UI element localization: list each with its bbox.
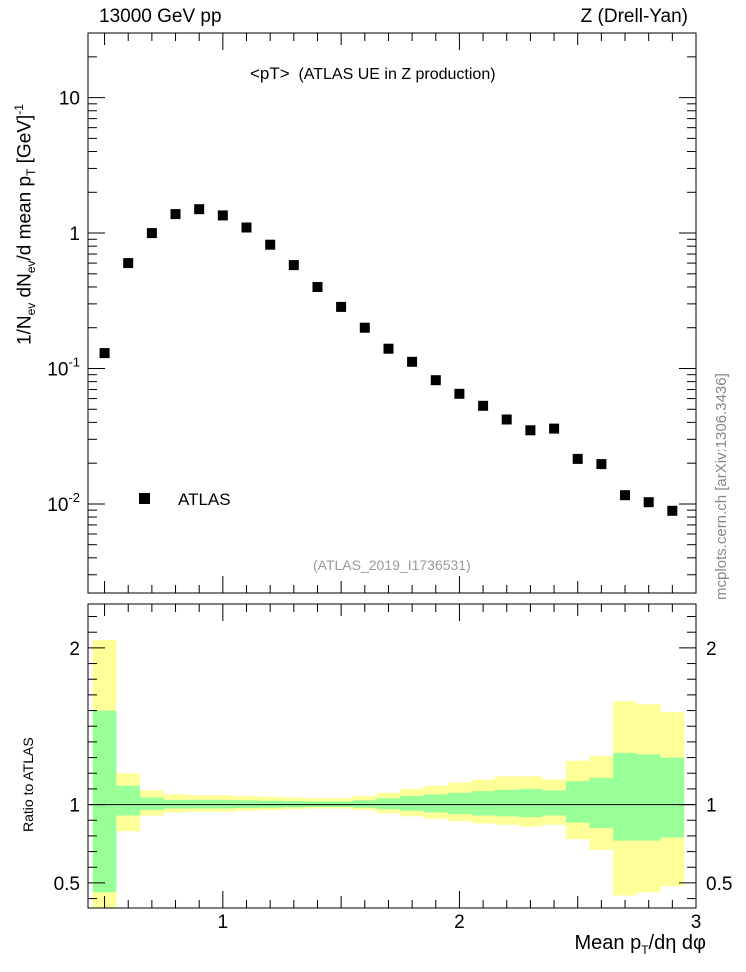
chart-title: <pT> (ATLAS UE in Z production): [250, 64, 496, 84]
data-point: [596, 459, 607, 470]
x-tick-label: 2: [454, 912, 465, 933]
atlas-data-markers: [99, 204, 678, 516]
data-point: [265, 239, 276, 250]
ratio-bands: [92, 640, 685, 908]
data-point: [549, 423, 560, 434]
data-point: [194, 204, 205, 215]
ratio-y-tick-label-left: 1: [69, 796, 80, 817]
data-point: [99, 348, 110, 359]
x-tick-label: 1: [218, 912, 229, 933]
data-point: [123, 258, 134, 269]
ratio-y-tick-label-right: 1: [706, 796, 717, 817]
data-point: [525, 425, 536, 436]
ratio-y-tick-label-left: 0.5: [54, 874, 80, 895]
x-tick-label: 3: [691, 912, 702, 933]
main-y-axis-label: 1/Nev dNev/d mean pT [GeV]-1: [12, 104, 39, 345]
main-y-tick-label: 1: [69, 224, 80, 245]
legend-marker-atlas: [139, 493, 150, 504]
main-y-tick-label: 10-2: [47, 490, 80, 516]
data-point: [667, 505, 678, 516]
data-point: [454, 388, 465, 399]
data-point: [336, 301, 347, 312]
energy-label: 13000 GeV pp: [99, 6, 222, 27]
data-point: [288, 260, 299, 271]
axes-frames: [87, 32, 697, 909]
data-point: [501, 414, 512, 425]
data-point: [430, 375, 441, 386]
data-point: [170, 209, 181, 220]
ratio-y-tick-label-left: 2: [69, 639, 80, 660]
data-point: [241, 222, 252, 233]
ratio-y-tick-label-right: 0.5: [706, 874, 732, 895]
main-y-tick-label: 10-1: [47, 354, 80, 380]
data-point: [383, 343, 394, 354]
process-label: Z (Drell-Yan): [580, 6, 688, 27]
main-y-tick-label: 10: [59, 89, 80, 110]
x-axis-label: Mean pT/dη dφ: [574, 932, 706, 957]
ratio-inner-band: [92, 710, 685, 893]
chart-title-sub: (ATLAS UE in Z production): [298, 66, 496, 83]
data-point: [407, 356, 418, 367]
data-point: [478, 400, 489, 411]
ratio-outer-band: [92, 640, 685, 908]
data-point: [572, 453, 583, 464]
main-frame: [87, 32, 697, 594]
data-point: [643, 497, 654, 508]
analysis-id: (ATLAS_2019_I1736531): [313, 557, 471, 573]
legend-label-atlas: ATLAS: [178, 490, 231, 509]
data-point: [620, 490, 630, 501]
ratio-y-axis-label: Ratio to ATLAS: [20, 737, 36, 832]
data-point: [146, 228, 157, 239]
watermark: mcplots.cern.ch [arXiv:1306.3436]: [713, 373, 730, 600]
ratio-y-tick-label-right: 2: [706, 639, 717, 660]
ratio-frame: [87, 603, 697, 909]
tick-labels: 10 1 10-1 10-2 1 2 3 2 2 1 1 0.5 0.5: [47, 89, 732, 933]
data-point: [217, 210, 228, 221]
data-point: [359, 322, 370, 333]
chart-title-main: <pT>: [250, 64, 290, 83]
data-point: [312, 282, 323, 292]
